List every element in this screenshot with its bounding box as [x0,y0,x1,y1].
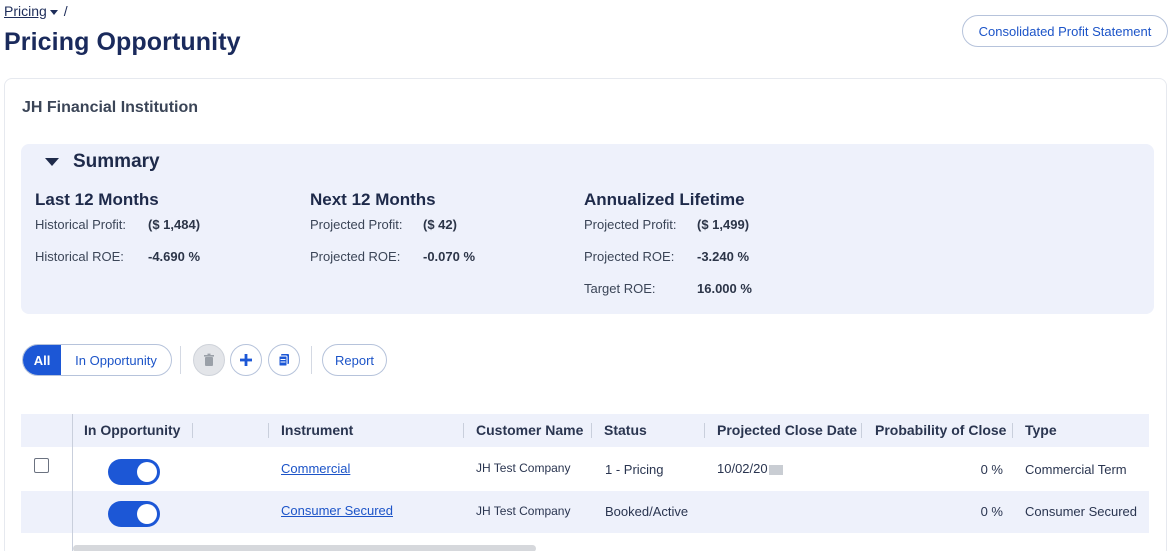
column-resize-handle[interactable] [192,423,193,438]
column-resize-handle[interactable] [591,423,592,438]
next-projected-roe-label: Projected ROE: [310,249,401,264]
institution-name: JH Financial Institution [22,99,199,116]
table-row: Consumer Secured JH Test Company Booked/… [21,491,1149,533]
summary-toggle[interactable]: Summary [45,151,160,173]
filter-in-opportunity-button[interactable]: In Opportunity [75,352,157,368]
status-cell: 1 - Pricing [605,462,664,477]
column-resize-handle[interactable] [1012,423,1013,438]
breadcrumb-pricing-label: Pricing [4,3,47,19]
breadcrumb: Pricing / [4,3,68,19]
lifetime-projected-roe-row: Projected ROE: -3.240 % [584,249,752,281]
probability-cell: 0 % [980,504,1003,519]
historical-profit-label: Historical Profit: [35,217,127,232]
horizontal-scrollbar[interactable] [73,545,536,551]
next-projected-profit-label: Projected Profit: [310,217,403,232]
col-header-status[interactable]: Status [604,422,647,438]
instrument-cell: Commercial [281,461,350,476]
in-opportunity-toggle[interactable] [108,459,160,485]
lifetime-projected-profit-value: ($ 1,499) [697,217,750,232]
type-cell: Commercial Term [1025,462,1127,477]
last-12-months-heading: Last 12 Months [35,190,159,209]
opportunity-card: JH Financial Institution Summary Last 12… [4,78,1167,551]
lifetime-projected-profit-label: Projected Profit: [584,217,677,232]
next-projected-roe-value: -0.070 % [423,249,476,264]
in-opportunity-toggle[interactable] [108,501,160,527]
summary-next-12-months: Next 12 Months Projected Profit: ($ 42) … [310,190,475,281]
toolbar-divider [311,346,312,374]
add-button[interactable] [230,344,262,376]
row-select-checkbox[interactable] [34,458,49,473]
breadcrumb-pricing-link[interactable]: Pricing [4,3,58,19]
close-date-cell: 10/02/20 [717,461,783,476]
filter-all-button[interactable]: All [23,345,61,375]
historical-profit-value: ($ 1,484) [148,217,201,232]
chevron-down-icon [49,9,58,15]
customer-name-cell: JH Test Company [476,461,571,475]
toggle-knob [137,462,157,482]
col-header-instrument[interactable]: Instrument [281,422,354,438]
trash-icon [204,353,214,366]
report-button[interactable]: Report [322,344,387,376]
col-header-customer-name[interactable]: Customer Name [476,422,584,438]
instrument-link[interactable]: Consumer Secured [281,503,393,518]
toggle-knob [137,504,157,524]
probability-cell: 0 % [980,462,1003,477]
target-roe-label: Target ROE: [584,281,656,296]
redaction-block [768,464,783,475]
summary-last-12-months: Last 12 Months Historical Profit: ($ 1,4… [35,190,200,281]
collapse-triangle-icon [45,158,59,166]
annualized-lifetime-heading: Annualized Lifetime [584,190,745,209]
column-resize-handle[interactable] [463,423,464,438]
next-projected-roe-row: Projected ROE: -0.070 % [310,249,475,281]
column-resize-handle[interactable] [268,423,269,438]
col-header-probability-of-close[interactable]: Probability of Close [875,422,1007,438]
consolidated-profit-statement-button[interactable]: Consolidated Profit Statement [962,15,1168,47]
historical-profit-row: Historical Profit: ($ 1,484) [35,217,200,249]
target-roe-row: Target ROE: 16.000 % [584,281,752,313]
next-12-months-heading: Next 12 Months [310,190,436,209]
instrument-link[interactable]: Commercial [281,461,351,476]
table-header: In Opportunity Instrument Customer Name … [21,414,1149,447]
target-roe-value: 16.000 % [697,281,752,296]
historical-roe-row: Historical ROE: -4.690 % [35,249,200,281]
copy-button[interactable] [268,344,300,376]
historical-roe-label: Historical ROE: [35,249,124,264]
toolbar-divider [180,346,181,374]
plus-icon [240,354,252,366]
delete-button[interactable] [193,344,225,376]
type-cell: Consumer Secured [1025,504,1137,519]
lifetime-projected-roe-label: Projected ROE: [584,249,675,264]
clipboard-icon [278,354,289,367]
column-resize-handle[interactable] [861,423,862,438]
frozen-column-divider [72,414,73,551]
lifetime-projected-profit-row: Projected Profit: ($ 1,499) [584,217,752,249]
lifetime-projected-roe-value: -3.240 % [697,249,750,264]
col-header-projected-close-date[interactable]: Projected Close Date [717,422,858,438]
summary-panel: Summary Last 12 Months Historical Profit… [21,144,1154,314]
summary-title: Summary [73,151,160,172]
filter-segmented-control: All In Opportunity [22,344,172,376]
summary-annualized-lifetime: Annualized Lifetime Projected Profit: ($… [584,190,752,313]
table-row: Commercial JH Test Company 1 - Pricing 1… [21,447,1149,491]
historical-roe-value: -4.690 % [148,249,201,264]
instrument-cell: Consumer Secured [281,503,393,518]
column-resize-handle[interactable] [704,423,705,438]
col-header-in-opportunity[interactable]: In Opportunity [84,422,181,438]
next-projected-profit-value: ($ 42) [423,217,457,232]
customer-name-cell: JH Test Company [476,504,571,518]
status-cell: Booked/Active [605,504,689,519]
next-projected-profit-row: Projected Profit: ($ 42) [310,217,475,249]
breadcrumb-separator: / [63,3,68,19]
page-title: Pricing Opportunity [4,28,241,56]
col-header-type[interactable]: Type [1025,422,1057,438]
close-date-text: 10/02/20 [717,461,768,476]
